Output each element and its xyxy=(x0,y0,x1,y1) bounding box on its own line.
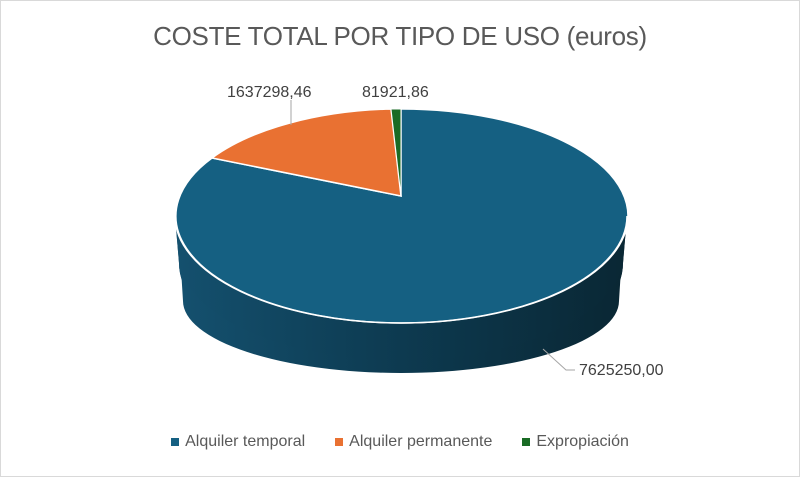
data-label-temporal: 7625250,00 xyxy=(579,362,664,379)
pie-slice-expropiacion[interactable] xyxy=(390,108,402,197)
pie-slice-alquiler-permanente[interactable] xyxy=(210,108,402,197)
data-label-expropiacion: 81921,86 xyxy=(362,84,429,101)
legend-label: Expropiación xyxy=(536,433,629,450)
legend-item-alquiler-temporal[interactable]: Alquiler temporal xyxy=(171,433,305,451)
legend-item-expropiacion[interactable]: Expropiación xyxy=(522,433,629,451)
legend-label: Alquiler permanente xyxy=(349,433,493,450)
chart-legend: Alquiler temporal Alquiler permanente Ex… xyxy=(1,433,799,451)
legend-swatch-icon xyxy=(522,438,531,446)
legend-label: Alquiler temporal xyxy=(185,433,306,450)
legend-item-alquiler-permanente[interactable]: Alquiler permanente xyxy=(335,433,492,451)
legend-swatch-icon xyxy=(335,438,344,446)
leader-line-temporal xyxy=(542,348,575,371)
legend-swatch-icon xyxy=(171,438,180,446)
data-label-permanente: 1637298,46 xyxy=(227,84,312,101)
chart-title: COSTE TOTAL POR TIPO DE USO (euros) xyxy=(153,21,647,51)
